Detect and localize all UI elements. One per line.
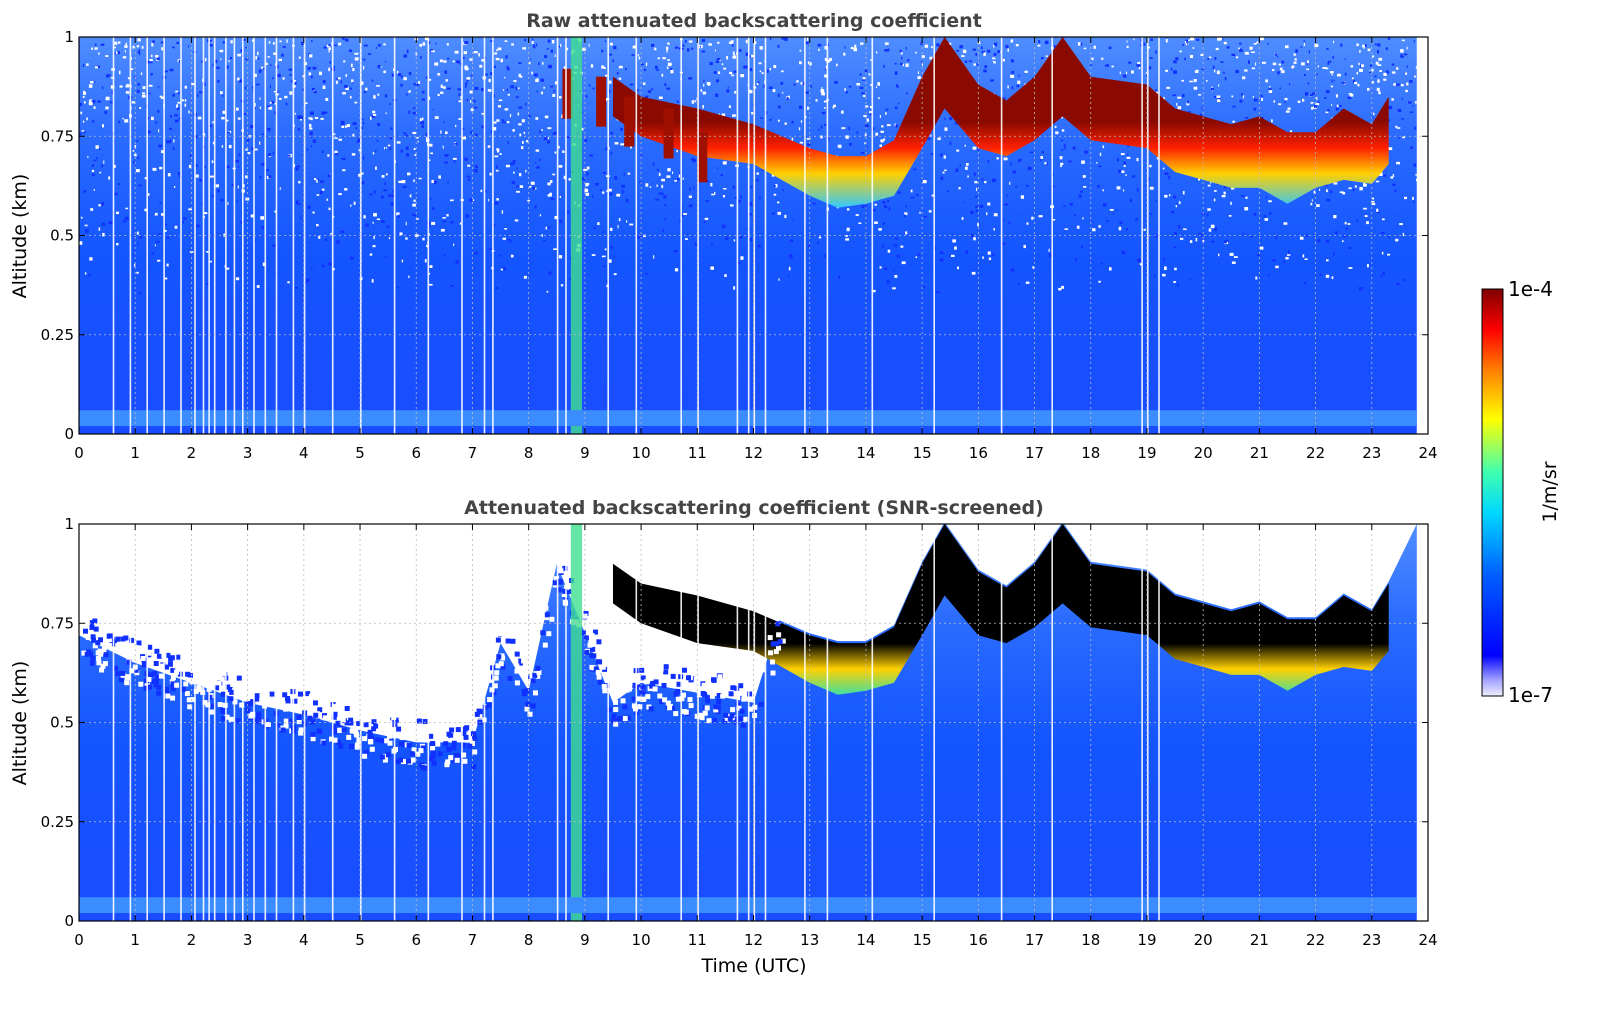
x-tick-label: 1 bbox=[130, 931, 140, 949]
x-tick-label: 18 bbox=[1081, 931, 1100, 949]
cloud-wisp bbox=[624, 96, 635, 147]
y-tick-label: 0.25 bbox=[41, 813, 74, 831]
x-tick-label: 17 bbox=[1025, 931, 1044, 949]
y-tick-label: 0.5 bbox=[50, 227, 74, 245]
x-tick-label: 21 bbox=[1250, 444, 1269, 462]
x-tick-label: 10 bbox=[632, 444, 651, 462]
panel-screened-y-axis: 0 0.25 0.5 0.75 1 bbox=[41, 515, 1428, 930]
y-tick-label: 0.5 bbox=[50, 714, 74, 732]
colorbar-unit-label: 1/m/sr bbox=[1539, 461, 1561, 522]
x-tick-label: 14 bbox=[856, 931, 875, 949]
y-tick-label: 0.75 bbox=[41, 127, 74, 145]
x-tick-label: 12 bbox=[744, 931, 763, 949]
panel-raw-grid bbox=[79, 37, 1428, 434]
x-tick-label: 5 bbox=[355, 931, 365, 949]
panel-screened-x-axis: 0 1 2 3 4 5 6 7 8 9 10 11 12 13 14 15 16 17 18 19 20 21 22 23 24 bbox=[74, 524, 1438, 949]
x-tick-label: 23 bbox=[1362, 444, 1381, 462]
signal-field bbox=[79, 37, 1417, 434]
x-tick-label: 2 bbox=[187, 931, 197, 949]
panel-screened-grid bbox=[79, 524, 1428, 921]
panel-screened-heatmap bbox=[79, 524, 1417, 921]
panel-raw-ylabel: Altitude (km) bbox=[9, 174, 31, 299]
x-tick-label: 16 bbox=[969, 444, 988, 462]
colorbar-bar bbox=[1481, 288, 1504, 697]
y-tick-label: 0.25 bbox=[41, 326, 74, 344]
screened-region bbox=[612, 524, 1417, 642]
panel-raw-heatmap bbox=[79, 37, 1420, 434]
colorbar-max-label: 1e-4 bbox=[1508, 277, 1553, 301]
x-tick-label: 10 bbox=[632, 931, 651, 949]
x-tick-label: 9 bbox=[580, 444, 590, 462]
x-tick-label: 12 bbox=[744, 444, 763, 462]
x-tick-label: 24 bbox=[1418, 931, 1437, 949]
x-tick-label: 2 bbox=[187, 444, 197, 462]
x-tick-label: 8 bbox=[524, 931, 534, 949]
x-tick-label: 20 bbox=[1194, 931, 1213, 949]
x-tick-label: 0 bbox=[74, 931, 84, 949]
x-tick-label: 19 bbox=[1137, 931, 1156, 949]
x-tick-label: 1 bbox=[130, 444, 140, 462]
x-tick-label: 3 bbox=[243, 931, 253, 949]
x-tick-label: 7 bbox=[468, 931, 478, 949]
x-tick-label: 0 bbox=[74, 444, 84, 462]
x-tick-label: 23 bbox=[1362, 931, 1381, 949]
panel-raw-x-axis: 0 1 2 3 4 5 6 7 8 9 10 11 12 13 14 15 16 17 18 19 20 21 22 23 24 bbox=[74, 37, 1438, 462]
x-tick-label: 14 bbox=[856, 444, 875, 462]
x-tick-label: 15 bbox=[913, 444, 932, 462]
x-tick-label: 11 bbox=[688, 444, 707, 462]
x-tick-label: 13 bbox=[800, 444, 819, 462]
x-tick-label: 11 bbox=[688, 931, 707, 949]
x-tick-label: 22 bbox=[1306, 444, 1325, 462]
x-tick-label: 3 bbox=[243, 444, 253, 462]
cloud-wisp bbox=[596, 76, 607, 127]
panel-raw: Raw attenuated backscattering coefficien… bbox=[9, 10, 1438, 462]
panel-screened-ylabel: Altitude (km) bbox=[9, 661, 31, 786]
x-tick-label: 4 bbox=[299, 931, 309, 949]
y-tick-label: 1 bbox=[64, 515, 74, 533]
x-tick-label: 24 bbox=[1418, 444, 1437, 462]
x-tick-label: 5 bbox=[355, 444, 365, 462]
x-tick-label: 13 bbox=[800, 931, 819, 949]
x-tick-label: 22 bbox=[1306, 931, 1325, 949]
x-tick-label: 6 bbox=[411, 931, 421, 949]
x-tick-label: 8 bbox=[524, 444, 534, 462]
surface-band bbox=[79, 410, 1417, 427]
y-tick-label: 0 bbox=[64, 425, 74, 443]
panel-screened-title: Attenuated backscattering coefficient (S… bbox=[464, 497, 1044, 519]
y-tick-label: 0.75 bbox=[41, 614, 74, 632]
panel-raw-title: Raw attenuated backscattering coefficien… bbox=[526, 10, 982, 32]
x-tick-label: 17 bbox=[1025, 444, 1044, 462]
x-tick-label: 20 bbox=[1194, 444, 1213, 462]
x-tick-label: 4 bbox=[299, 444, 309, 462]
panel-raw-y-axis: 0 0.25 0.5 0.75 1 bbox=[41, 28, 1428, 443]
x-tick-label: 18 bbox=[1081, 444, 1100, 462]
surface-band bbox=[79, 897, 1417, 914]
x-tick-label: 6 bbox=[411, 444, 421, 462]
x-tick-label: 16 bbox=[969, 931, 988, 949]
cloud-wisp bbox=[663, 108, 674, 159]
x-tick-label: 7 bbox=[468, 444, 478, 462]
cloud-wisp bbox=[697, 132, 708, 183]
x-tick-label: 9 bbox=[580, 931, 590, 949]
anomaly-column bbox=[570, 37, 583, 434]
x-tick-label: 15 bbox=[913, 931, 932, 949]
anomaly-column bbox=[570, 524, 583, 921]
colorbar: 1e-4 1e-7 1/m/sr bbox=[1481, 277, 1561, 707]
y-tick-label: 1 bbox=[64, 28, 74, 46]
panel-screened-xlabel: Time (UTC) bbox=[700, 955, 806, 977]
y-tick-label: 0 bbox=[64, 912, 74, 930]
colorbar-min-label: 1e-7 bbox=[1508, 683, 1553, 707]
x-tick-label: 21 bbox=[1250, 931, 1269, 949]
cloud-wisp bbox=[562, 68, 573, 119]
panel-screened: Attenuated backscattering coefficient (S… bbox=[9, 497, 1438, 977]
x-tick-label: 19 bbox=[1137, 444, 1156, 462]
